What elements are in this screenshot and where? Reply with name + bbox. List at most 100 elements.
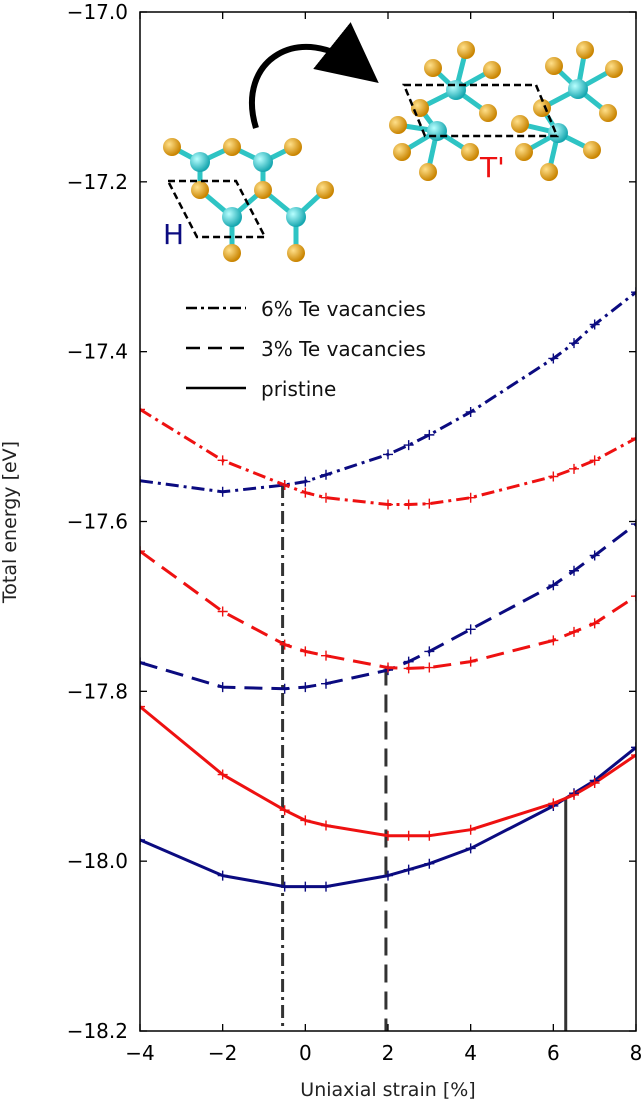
data-point: [424, 498, 435, 509]
legend-label-pristine: pristine: [261, 377, 336, 401]
y-tick-label: −17.8: [67, 679, 128, 703]
data-point: [300, 487, 311, 498]
data-point: [279, 683, 290, 694]
data-point: [383, 870, 393, 881]
data-point: [569, 789, 579, 800]
data-point: [300, 682, 311, 693]
series-markers: [140, 287, 636, 892]
x-axis-label: Uniaxial strain [%]: [300, 1079, 475, 1100]
y-tick-label: −17.2: [67, 170, 128, 194]
data-point: [424, 662, 435, 673]
data-point: [140, 546, 145, 557]
data-point: [217, 486, 228, 497]
data-point: [217, 455, 228, 466]
data-point: [403, 499, 414, 510]
x-tick-label: 2: [382, 1041, 395, 1065]
x-tick-label: −4: [125, 1041, 154, 1065]
x-tick-label: 0: [299, 1041, 312, 1065]
data-point: [383, 830, 393, 841]
legend: 6% Te vacancies 3% Te vacancies pristine: [186, 297, 426, 401]
y-tick-label: −17.0: [67, 0, 128, 24]
data-point: [465, 656, 476, 667]
data-point: [383, 499, 393, 510]
data-point: [300, 476, 311, 487]
data-point: [217, 606, 228, 617]
data-point: [631, 591, 636, 602]
data-point: [403, 440, 414, 451]
data-point: [279, 805, 290, 816]
y-tick-label: −17.4: [67, 340, 128, 364]
data-point: [140, 657, 145, 668]
data-point: [140, 834, 145, 845]
data-point: [548, 635, 559, 646]
data-point: [321, 881, 331, 892]
data-point: [465, 624, 476, 635]
data-point: [424, 429, 435, 440]
data-point: [403, 864, 414, 875]
data-point: [279, 881, 290, 892]
h-phase-label: H: [163, 218, 184, 251]
data-point: [321, 469, 331, 480]
data-point: [548, 580, 559, 591]
t-prime-phase-label: T': [479, 151, 505, 184]
data-point: [140, 475, 145, 486]
y-tick-labels: −18.2 −18.0 −17.8 −17.6 −17.4 −17.2 −17.0: [67, 0, 128, 1043]
data-point: [589, 778, 600, 789]
data-point: [589, 550, 600, 561]
series-line: [140, 549, 636, 670]
series-line: [140, 705, 636, 838]
data-point: [321, 492, 331, 503]
data-point: [589, 618, 600, 629]
data-point: [569, 338, 579, 349]
transition-lines: [281, 484, 568, 1031]
data-point: [631, 519, 636, 530]
data-point: [465, 843, 476, 854]
x-tick-label: 4: [464, 1041, 477, 1065]
data-point: [217, 870, 228, 881]
data-point: [465, 824, 476, 835]
data-point: [465, 492, 476, 503]
data-point: [383, 449, 393, 460]
x-tick-label: 8: [630, 1041, 643, 1065]
x-tick-label: −2: [208, 1041, 237, 1065]
data-point: [321, 650, 331, 661]
y-tick-label: −18.2: [67, 1019, 128, 1043]
data-point: [569, 565, 579, 576]
data-point: [548, 471, 559, 482]
data-point: [403, 830, 414, 841]
transition-arrow-icon: [248, 22, 379, 129]
x-tick-label: 6: [547, 1041, 560, 1065]
data-point: [569, 626, 579, 637]
axis-ticks: [139, 11, 637, 1032]
legend-label-6pct: 6% Te vacancies: [261, 297, 426, 321]
data-point: [424, 646, 435, 657]
data-point: [631, 750, 636, 761]
data-point: [465, 406, 476, 417]
data-point: [217, 769, 228, 780]
t-prime-phase-structure-icon: [389, 41, 623, 181]
crystal-structure-inset: H: [163, 22, 623, 262]
data-point: [631, 433, 636, 444]
data-point: [300, 881, 311, 892]
data-point: [217, 682, 228, 693]
data-point: [279, 639, 290, 650]
data-point: [321, 820, 331, 831]
data-point: [548, 353, 559, 364]
series-lines: [140, 291, 636, 889]
data-point: [589, 455, 600, 466]
legend-label-3pct: 3% Te vacancies: [261, 337, 426, 361]
series-line: [140, 291, 636, 494]
data-point: [140, 701, 145, 712]
plot-area: [140, 287, 636, 1031]
data-point: [424, 830, 435, 841]
data-point: [300, 815, 311, 826]
data-point: [383, 662, 393, 673]
data-point: [569, 463, 579, 474]
data-point: [548, 798, 559, 809]
data-point: [140, 404, 145, 415]
y-tick-label: −17.6: [67, 510, 128, 534]
data-point: [279, 479, 290, 490]
x-tick-labels: −4 −2 0 2 4 6 8: [125, 1041, 642, 1065]
data-point: [631, 287, 636, 298]
